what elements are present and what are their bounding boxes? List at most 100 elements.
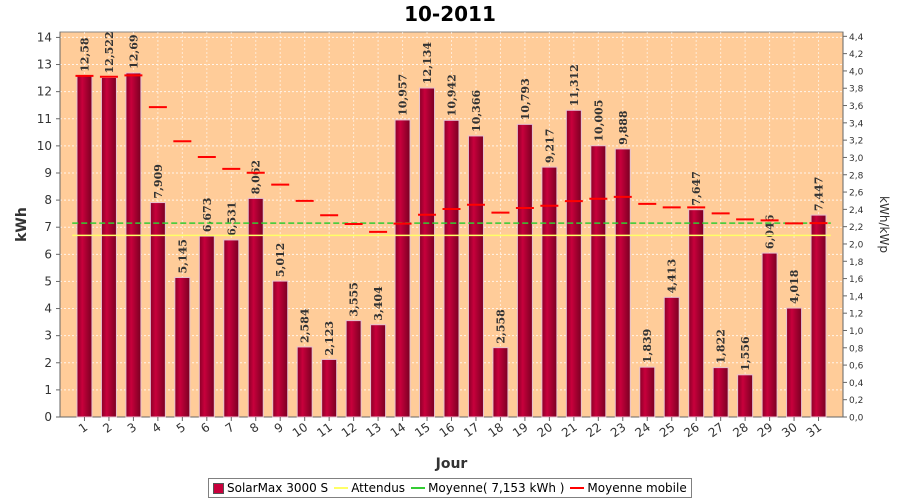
- bar-value-label: 1,556: [739, 336, 752, 371]
- x-tick-label: 30: [779, 420, 800, 440]
- bar: [100, 76, 117, 418]
- bar-value-label: 5,012: [274, 243, 287, 277]
- bar-value-label: 3,555: [348, 282, 361, 316]
- bar: [492, 347, 509, 418]
- legend-label-average: Moyenne( 7,153 kWh ): [428, 481, 565, 495]
- x-tick-label: 19: [510, 420, 531, 440]
- x-tick-label: 29: [755, 420, 776, 440]
- bar: [443, 119, 460, 418]
- x-tick-label: 31: [804, 420, 825, 440]
- bar-value-label: 4,413: [666, 259, 679, 293]
- x-tick-label: 16: [437, 420, 458, 440]
- y-tick-label: 2: [44, 356, 52, 370]
- y-tick-label: 5: [44, 274, 52, 288]
- y-right-tick-label: 0,8: [849, 344, 864, 354]
- y-right-tick-label: 2,6: [849, 189, 864, 199]
- y-tick-label: 4: [44, 302, 52, 316]
- bar: [345, 320, 362, 418]
- x-tick-label: 23: [608, 420, 629, 440]
- y-tick-label: 1: [44, 383, 52, 397]
- legend-label-moving-average: Moyenne mobile: [587, 481, 687, 495]
- bar-value-label: 2,584: [299, 308, 312, 343]
- bar-value-label: 2,558: [494, 309, 507, 344]
- bar: [419, 87, 436, 418]
- y-right-tick-label: 1,2: [849, 310, 863, 320]
- x-tick-label: 2: [100, 420, 114, 436]
- bar-value-label: 10,005: [592, 100, 605, 142]
- legend-swatch-moving-average: [570, 487, 585, 489]
- y-right-tick-label: 3,0: [849, 154, 864, 164]
- y-right-tick-label: 4,0: [849, 67, 864, 77]
- bar: [76, 75, 93, 418]
- x-tick-label: 25: [657, 420, 678, 440]
- y-right-tick-label: 3,2: [849, 137, 863, 147]
- y-right-tick-label: 0,6: [849, 362, 864, 372]
- y-tick-label: 7: [44, 220, 52, 234]
- bar-value-label: 3,404: [372, 286, 385, 321]
- y-right-tick-label: 2,0: [849, 240, 864, 250]
- bar-value-label: 10,793: [519, 78, 532, 120]
- bar: [321, 358, 338, 418]
- legend-swatch-production: [213, 482, 224, 494]
- bar-value-label: 10,366: [470, 90, 483, 132]
- bar-value-label: 12,69: [127, 34, 140, 68]
- x-tick-label: 4: [149, 420, 163, 436]
- bar: [688, 209, 705, 418]
- bar: [663, 296, 680, 418]
- bar-value-label: 7,647: [690, 171, 703, 205]
- y-tick-label: 9: [44, 166, 52, 180]
- bar: [541, 166, 558, 418]
- y-right-tick-label: 2,2: [849, 223, 863, 233]
- legend-item-expected: Attendus: [334, 481, 405, 495]
- y-tick-label: 11: [37, 112, 52, 126]
- bar: [761, 252, 778, 418]
- bar: [370, 324, 387, 418]
- y-right-tick-label: 1,8: [849, 258, 864, 268]
- bar: [296, 346, 313, 418]
- y-right-tick-label: 4,4: [849, 33, 864, 43]
- bar: [174, 277, 191, 418]
- x-tick-label: 1: [76, 420, 90, 436]
- y-right-tick-label: 2,4: [849, 206, 864, 216]
- y-tick-label: 10: [37, 139, 52, 153]
- x-tick-label: 20: [535, 420, 556, 440]
- bar: [394, 119, 411, 418]
- x-tick-label: 28: [730, 420, 751, 440]
- y-right-tick-label: 0,0: [849, 414, 864, 424]
- y-right-tick-label: 1,4: [849, 292, 864, 302]
- bar-value-label: 10,942: [446, 74, 459, 116]
- x-tick-label: 18: [486, 420, 507, 440]
- bar-value-label: 5,145: [176, 239, 189, 273]
- bar: [737, 374, 754, 418]
- bar: [198, 235, 215, 418]
- x-tick-label: 11: [314, 420, 335, 440]
- y-tick-label: 13: [37, 58, 52, 72]
- y-tick-label: 12: [37, 85, 52, 99]
- bar: [516, 123, 533, 418]
- x-tick-label: 5: [174, 420, 188, 436]
- x-tick-label: 17: [461, 420, 482, 440]
- bar-value-label: 6,673: [201, 198, 214, 232]
- legend-item-moving-average: Moyenne mobile: [570, 481, 687, 495]
- bar: [467, 135, 484, 418]
- bar-value-label: 10,957: [397, 74, 410, 116]
- bar: [223, 239, 240, 418]
- legend-item-average: Moyenne( 7,153 kWh ): [411, 481, 564, 495]
- chart-title: 10-2011: [404, 2, 496, 26]
- bar-value-label: 12,522: [103, 31, 116, 73]
- y-right-axis-title: kWh/kWp: [877, 196, 891, 253]
- y-tick-label: 8: [44, 193, 52, 207]
- bar-value-label: 12,58: [78, 37, 91, 72]
- bar-value-label: 1,839: [641, 329, 654, 363]
- y-right-tick-label: 3,6: [849, 102, 864, 112]
- legend-swatch-expected: [334, 487, 349, 489]
- bar: [247, 197, 264, 418]
- bar: [125, 72, 142, 418]
- x-axis-title: Jour: [435, 456, 468, 472]
- y-tick-label: 3: [44, 329, 52, 343]
- y-right-tick-label: 1,6: [849, 275, 864, 285]
- x-tick-label: 3: [125, 420, 139, 436]
- bar-value-label: 1,822: [715, 329, 728, 363]
- x-tick-label: 26: [681, 420, 702, 440]
